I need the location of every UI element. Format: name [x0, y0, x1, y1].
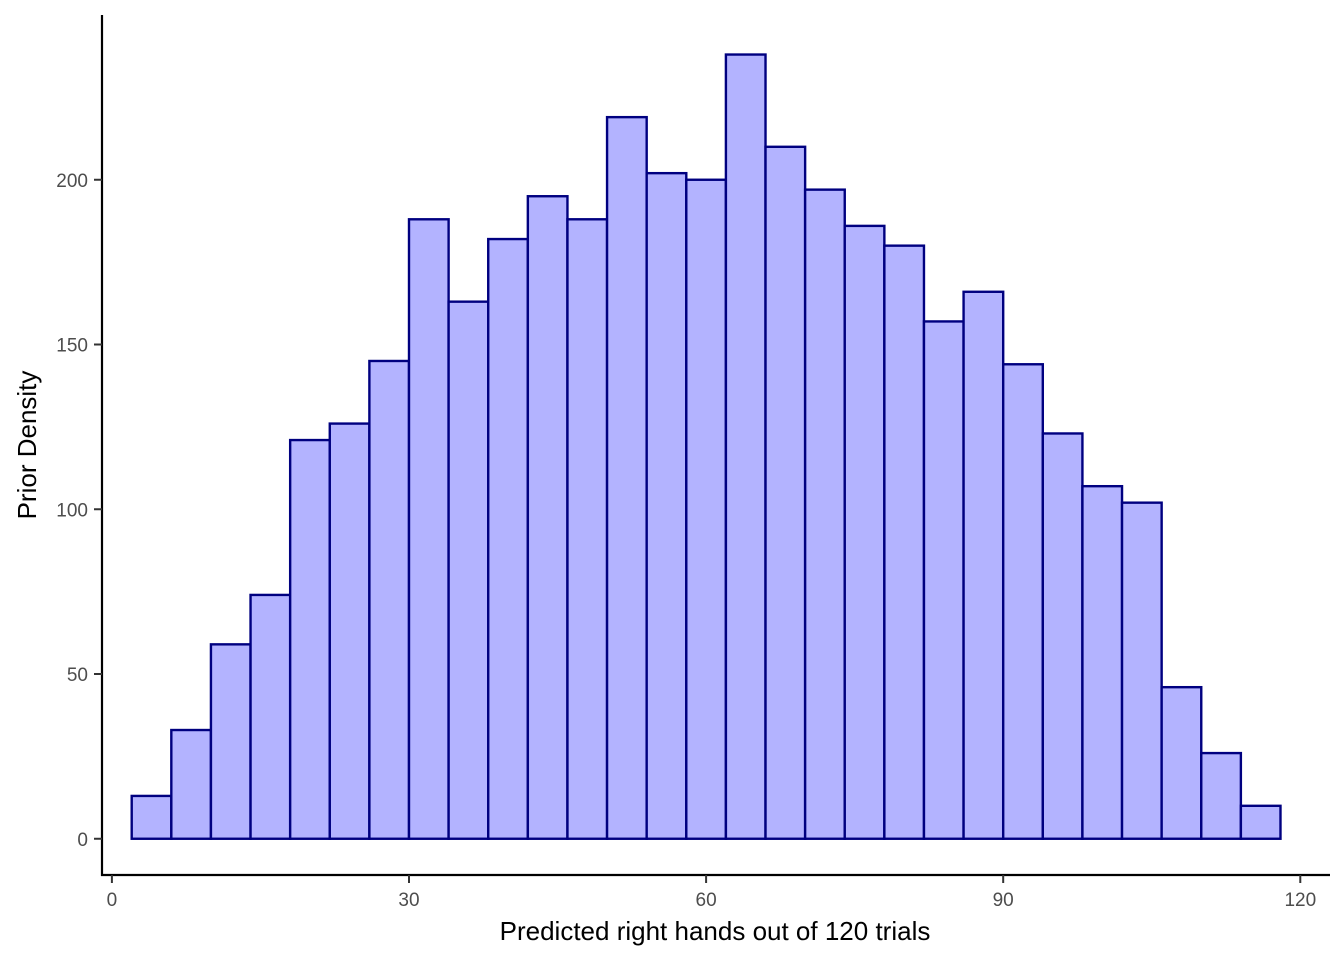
histogram-bar: [962, 290, 1005, 840]
histogram-bar: [1239, 804, 1282, 840]
histogram-bar: [526, 195, 569, 840]
histogram-bar: [566, 218, 609, 840]
x-tick-label: 90: [993, 890, 1014, 911]
histogram-bar: [685, 178, 728, 840]
histogram-bar: [1200, 751, 1243, 840]
histogram-bar: [130, 794, 173, 840]
histogram-bar: [764, 145, 807, 840]
y-axis-title: Prior Density: [12, 371, 42, 520]
histogram-bar: [170, 728, 213, 840]
y-tick-label: 50: [67, 665, 88, 686]
histogram-bar: [487, 237, 530, 840]
x-axis-title: Predicted right hands out of 120 trials: [500, 916, 931, 946]
y-tick-label: 0: [77, 830, 88, 851]
histogram-bar: [209, 643, 252, 840]
x-tick-label: 0: [107, 890, 118, 911]
histogram-bar: [922, 320, 965, 840]
histogram-bar: [843, 224, 886, 840]
histogram-bar: [328, 422, 371, 840]
x-tick-label: 120: [1284, 890, 1316, 911]
bars-group: [130, 53, 1282, 840]
histogram-bar: [883, 244, 926, 840]
histogram-bar: [447, 300, 490, 840]
x-tick-label: 30: [398, 890, 419, 911]
y-tick-label: 150: [56, 336, 88, 357]
y-axis-ticks: 0 50 100 150 200: [56, 171, 102, 851]
histogram-bar: [1041, 432, 1084, 840]
histogram-bar: [605, 115, 648, 840]
histogram-bar: [803, 188, 846, 840]
histogram-bar: [1160, 685, 1203, 840]
histogram-bar: [249, 593, 292, 840]
histogram-bar: [724, 53, 767, 840]
y-tick-label: 200: [56, 171, 88, 192]
x-tick-label: 60: [696, 890, 717, 911]
histogram-bar: [1001, 363, 1045, 840]
histogram-bar: [1081, 484, 1124, 840]
histogram-bar: [645, 171, 688, 840]
y-tick-label: 100: [56, 500, 88, 521]
histogram-bar: [1120, 501, 1163, 840]
x-axis-ticks: 0 30 60 90 120: [107, 875, 1316, 911]
histogram-bar: [368, 359, 411, 840]
histogram-bar: [288, 438, 331, 840]
histogram-bar: [407, 218, 450, 840]
